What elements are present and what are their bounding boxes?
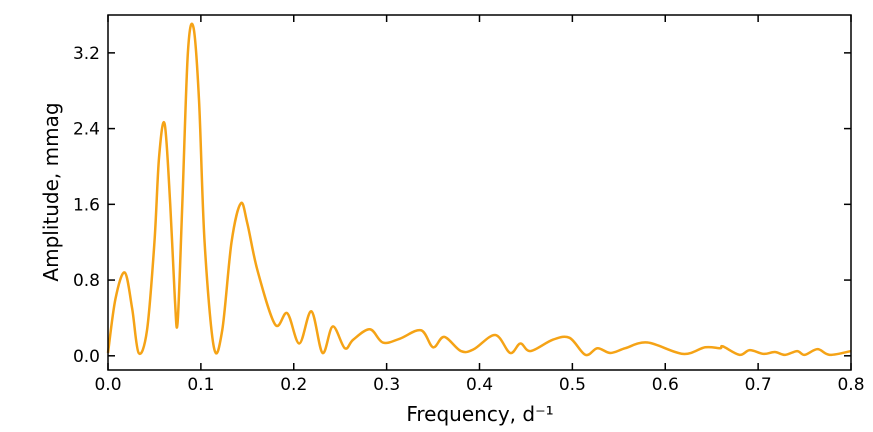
series-line — [106, 22, 852, 357]
y-tick-label: 0.8 — [73, 271, 100, 291]
y-tick-label: 3.2 — [73, 44, 100, 64]
x-tick-label: 0.8 — [837, 375, 864, 395]
y-axis-label: Amplitude, mmag — [39, 102, 63, 281]
x-tick-label: 0.6 — [652, 375, 679, 395]
x-tick-label: 0.3 — [373, 375, 400, 395]
y-tick-label: 0.0 — [73, 347, 100, 367]
x-axis-label: Frequency, d⁻¹ — [406, 402, 553, 426]
x-tick-label: 0.0 — [94, 375, 121, 395]
x-tick-label: 0.2 — [280, 375, 307, 395]
y-tick-label: 2.4 — [73, 120, 100, 140]
x-tick-label: 0.5 — [559, 375, 586, 395]
y-tick-label: 1.6 — [73, 195, 100, 215]
plot-frame — [107, 14, 852, 371]
x-tick-label: 0.7 — [745, 375, 772, 395]
x-tick-label: 0.1 — [187, 375, 214, 395]
x-tick-label: 0.4 — [466, 375, 493, 395]
